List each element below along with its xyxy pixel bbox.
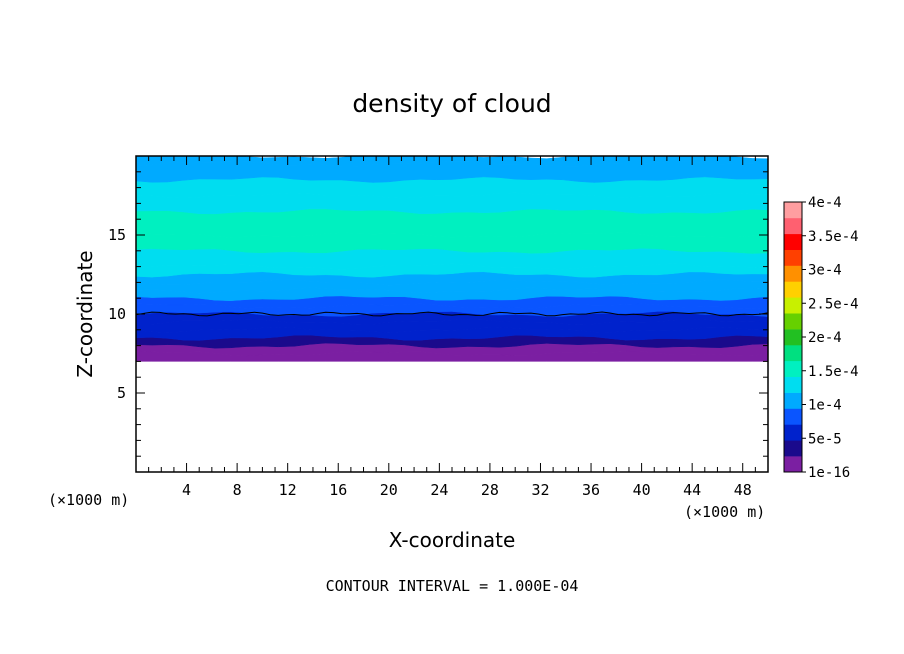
- x-tick-label: 16: [329, 481, 347, 499]
- colorbar-swatch: [784, 281, 802, 298]
- x-tick-label: 36: [582, 481, 600, 499]
- x-tick-label: 20: [380, 481, 398, 499]
- colorbar-swatch: [784, 249, 802, 266]
- contour-band: [136, 160, 768, 183]
- contour-band: [136, 156, 768, 167]
- colorbar-label: 3e-4: [808, 263, 842, 279]
- x-tick-label: 44: [683, 481, 701, 499]
- colorbar-swatch: [784, 233, 802, 250]
- colorbar-swatch: [784, 360, 802, 377]
- colorbar-swatch: [784, 376, 802, 393]
- x-axis-label: X-coordinate: [389, 528, 516, 552]
- y-axis-ticks: 5 10 15: [108, 171, 768, 457]
- contour-band: [136, 208, 768, 238]
- y-tick-label: 15: [108, 226, 126, 244]
- colorbar-label: 1e-4: [808, 398, 842, 414]
- colorbar-swatch: [784, 329, 802, 346]
- x-tick-label: 48: [734, 481, 752, 499]
- colorbar-swatch: [784, 392, 802, 409]
- colorbar-swatch: [784, 313, 802, 330]
- colorbar-swatch: [784, 265, 802, 282]
- colorbar-swatch: [784, 344, 802, 362]
- x-tick-label: 24: [430, 481, 448, 499]
- colorbar-label: 4e-4: [808, 195, 842, 211]
- colorbar-swatch: [784, 424, 802, 441]
- x-tick-label: 32: [531, 481, 549, 499]
- x-unit-right: (×1000 m): [684, 503, 765, 521]
- contour-lines: [136, 311, 768, 317]
- colorbar-label: 2e-4: [808, 330, 842, 346]
- colorbar-swatch: [784, 408, 802, 425]
- colorbar-label: 1e-16: [808, 465, 850, 481]
- colorbar-swatch: [784, 202, 802, 219]
- contour-interval-footer: CONTOUR INTERVAL = 1.000E-04: [326, 577, 579, 595]
- colorbar: 1e-16 5e-5 1e-4 1.5e-4 2e-4 2.5e-4 3e-4 3.5e-4 4…: [783, 195, 859, 481]
- colorbar-label: 2.5e-4: [808, 296, 859, 312]
- x-tick-label: 12: [279, 481, 297, 499]
- colorbar-swatch: [784, 456, 802, 473]
- contour-fill-area: [136, 156, 768, 362]
- x-tick-label: 40: [633, 481, 651, 499]
- x-axis-ticks: 4 8 12 16 20 24 28 32 36 40 44 48: [148, 156, 756, 499]
- colorbar-label: 3.5e-4: [808, 229, 859, 245]
- colorbar-swatch: [784, 297, 802, 314]
- x-tick-label: 8: [233, 481, 242, 499]
- x-unit-left: (×1000 m): [48, 491, 129, 509]
- colorbar-label: 1.5e-4: [808, 364, 859, 380]
- colorbar-label: 5e-5: [808, 431, 842, 447]
- chart-title: density of cloud: [352, 89, 551, 118]
- y-tick-label: 10: [108, 305, 126, 323]
- x-tick-label: 28: [481, 481, 499, 499]
- x-tick-label: 4: [182, 481, 191, 499]
- contour-band: [136, 176, 768, 199]
- y-tick-label: 5: [117, 384, 126, 402]
- y-axis-label: Z-coordinate: [73, 250, 97, 377]
- colorbar-swatch: [784, 440, 802, 457]
- colorbar-swatch: [784, 217, 802, 235]
- contour-line: [136, 311, 768, 317]
